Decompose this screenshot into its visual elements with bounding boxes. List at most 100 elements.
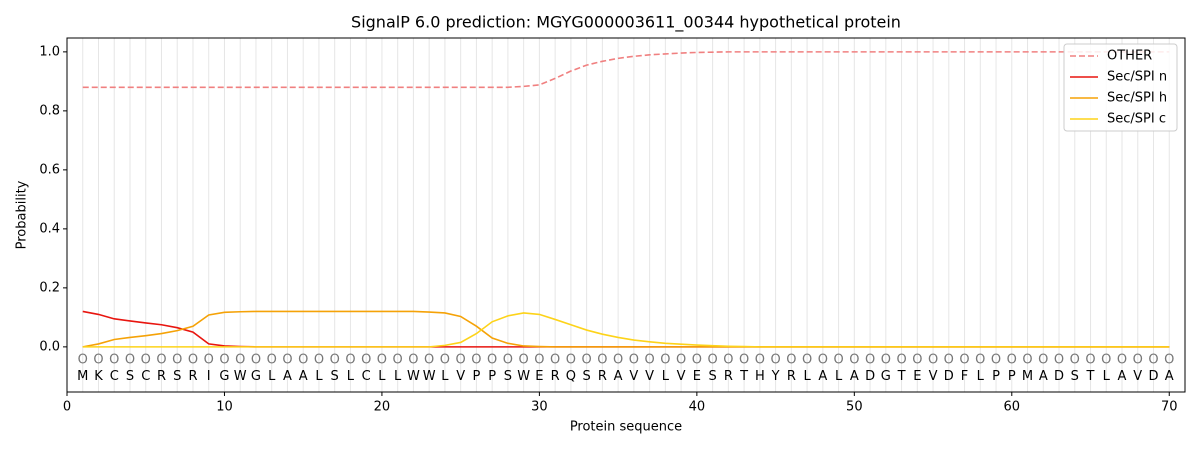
residue: M [77, 369, 88, 384]
residue: W [407, 369, 420, 384]
plot-frame [66, 37, 1186, 393]
predicted-label: O [692, 353, 702, 368]
x-tick-label: 40 [689, 400, 706, 415]
y-axis-label: Probability [15, 180, 30, 249]
residue: D [944, 369, 954, 384]
legend-box [1063, 43, 1178, 132]
predicted-label: O [251, 353, 261, 368]
residue: E [693, 369, 701, 384]
x-tick-label: 70 [1161, 400, 1178, 415]
residue: C [362, 369, 371, 384]
predicted-label: O [566, 353, 576, 368]
residue: S [708, 369, 716, 384]
residue: S [1071, 369, 1079, 384]
predicted-label: O [345, 353, 355, 368]
series-line [82, 310, 1170, 348]
predicted-label: O [833, 353, 843, 368]
predicted-label: O [1038, 353, 1048, 368]
residue: P [1008, 369, 1016, 384]
predicted-label: O [1022, 353, 1032, 368]
residue: S [504, 369, 512, 384]
legend-label: Sec/SPI c [1107, 112, 1166, 127]
residue: C [141, 369, 150, 384]
residue: S [583, 369, 591, 384]
legend-label: OTHER [1107, 49, 1152, 64]
residue: G [219, 369, 229, 384]
predicted-label: O [125, 353, 135, 368]
predicted-label: O [204, 353, 214, 368]
residue: A [614, 369, 623, 384]
y-tick-label: 0.0 [39, 339, 60, 354]
chart-title: SignalP 6.0 prediction: MGYG000003611_00… [351, 13, 901, 33]
residue: L [977, 369, 985, 384]
residue: D [1054, 369, 1064, 384]
x-tick-label: 0 [63, 400, 71, 415]
predicted-label: O [975, 353, 985, 368]
predicted-label: O [818, 353, 828, 368]
predicted-label: O [188, 353, 198, 368]
predicted-label: O [314, 353, 324, 368]
residue: K [94, 369, 103, 384]
residue: A [1039, 369, 1048, 384]
predicted-label: O [676, 353, 686, 368]
predicted-label: O [802, 353, 812, 368]
legend-label: Sec/SPI h [1107, 91, 1167, 106]
predicted-label: O [597, 353, 607, 368]
residue: V [645, 369, 654, 384]
residue: P [992, 369, 1000, 384]
predicted-label: O [1117, 353, 1127, 368]
residue: S [126, 369, 134, 384]
residue: W [234, 369, 247, 384]
predicted-label: O [156, 353, 166, 368]
predicted-label: O [109, 353, 119, 368]
predicted-label: O [755, 353, 765, 368]
predicted-label: O [645, 353, 655, 368]
predicted-label: O [172, 353, 182, 368]
predicted-label: O [534, 353, 544, 368]
predicted-label: O [723, 353, 733, 368]
series-line [82, 312, 1170, 348]
series-line [82, 51, 1170, 89]
y-tick-label: 0.6 [39, 162, 60, 177]
residue: D [1148, 369, 1158, 384]
residue: G [251, 369, 261, 384]
predicted-label: O [471, 353, 481, 368]
x-tick-label: 20 [374, 400, 391, 415]
residue: V [677, 369, 686, 384]
predicted-label: O [959, 353, 969, 368]
predicted-label: O [219, 353, 229, 368]
x-axis-label: Protein sequence [570, 420, 682, 435]
predicted-label: O [865, 353, 875, 368]
x-tick-label: 50 [846, 400, 863, 415]
predicted-label: O [267, 353, 277, 368]
predicted-label: O [298, 353, 308, 368]
residue: I [207, 369, 211, 384]
residue: V [629, 369, 638, 384]
x-tick-label: 60 [1004, 400, 1021, 415]
y-tick-label: 0.8 [39, 103, 60, 118]
residue: S [331, 369, 339, 384]
predicted-label: O [944, 353, 954, 368]
predicted-label: O [235, 353, 245, 368]
residue: R [551, 369, 560, 384]
predicted-label: O [1164, 353, 1174, 368]
predicted-label: O [93, 353, 103, 368]
residue: A [283, 369, 292, 384]
predicted-label: O [141, 353, 151, 368]
predicted-label: O [991, 353, 1001, 368]
residue: A [818, 369, 827, 384]
residue: L [1103, 369, 1111, 384]
residue: L [394, 369, 402, 384]
residue: P [488, 369, 496, 384]
residue: C [110, 369, 119, 384]
predicted-label: O [881, 353, 891, 368]
legend-label: Sec/SPI n [1107, 70, 1167, 85]
predicted-label: O [1007, 353, 1017, 368]
residue: M [1022, 369, 1033, 384]
predicted-label: O [786, 353, 796, 368]
residue: Q [566, 369, 576, 384]
residue: W [517, 369, 530, 384]
residue: A [1118, 369, 1127, 384]
predicted-label: O [550, 353, 560, 368]
